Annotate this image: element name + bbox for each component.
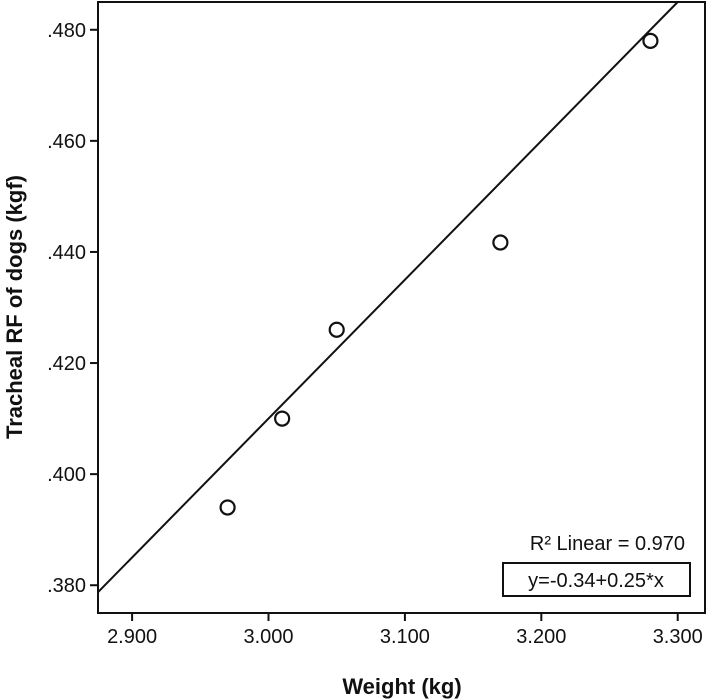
data-point <box>274 410 291 427</box>
y-tick-label: .400 <box>47 464 86 486</box>
data-points <box>219 32 659 516</box>
x-axis: 2.900 3.000 3.100 3.200 3.300 <box>107 613 703 648</box>
x-tick-label: 2.900 <box>107 626 157 648</box>
x-tick-label: 3.100 <box>380 626 430 648</box>
equation-box <box>502 562 691 597</box>
x-tick-label: 3.200 <box>516 626 566 648</box>
y-axis: .380 .400 .420 .440 .460 .480 <box>47 20 98 597</box>
data-point <box>219 499 236 516</box>
y-tick-label: .420 <box>47 353 86 375</box>
y-tick-label: .440 <box>47 242 86 264</box>
x-tick-label: 3.000 <box>243 626 293 648</box>
y-tick-label: .460 <box>47 131 86 153</box>
y-tick-label: .380 <box>47 575 86 597</box>
r2-annotation: R² Linear = 0.970 <box>530 533 685 555</box>
x-axis-title: Weight (kg) <box>342 674 461 699</box>
x-tick-label: 3.300 <box>653 626 703 648</box>
plot-frame <box>97 1 706 614</box>
fit-line <box>97 1 679 593</box>
y-tick-label: .480 <box>47 20 86 42</box>
data-point <box>642 32 659 49</box>
y-axis-title: Tracheal RF of dogs (kgf) <box>2 175 27 439</box>
data-point <box>328 321 345 338</box>
equation-annotation: y=-0.34+0.25*x <box>528 570 664 592</box>
data-point <box>492 234 509 251</box>
